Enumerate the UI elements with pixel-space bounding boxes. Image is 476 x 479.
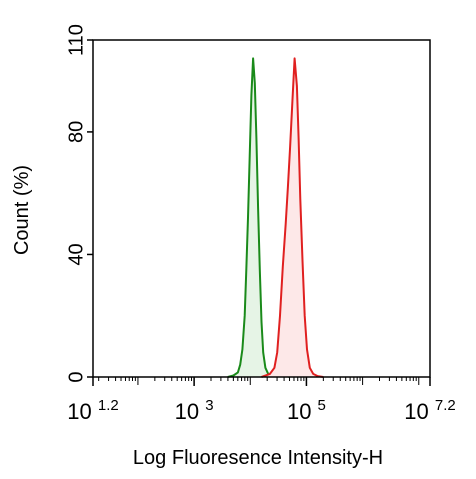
y-axis-title: Count (%) (11, 165, 33, 255)
x-tick-label: 10 3 (175, 397, 214, 424)
y-tick-label: 40 (65, 243, 87, 265)
x-tick-label: 10 1.2 (67, 397, 118, 424)
x-tick-label: 10 7.2 (404, 397, 455, 424)
series-0-fill (227, 58, 290, 378)
plot-frame (92, 39, 431, 378)
y-tick-label: 110 (65, 24, 87, 56)
y-tick-label: 80 (65, 121, 87, 143)
y-tick-label: 0 (65, 371, 87, 382)
axes-layer (92, 39, 431, 378)
x-axis-title: Log Fluoresence Intensity-H (133, 447, 383, 469)
series-1-fill (261, 58, 324, 378)
series-1-line (261, 57, 324, 378)
x-tick-label: 10 5 (287, 397, 326, 424)
series-layer (227, 57, 324, 378)
series-0-line (227, 57, 290, 378)
ticks-layer: 0 40 80 110 10 1.2 10 3 10 5 10 7.2 (65, 24, 455, 424)
